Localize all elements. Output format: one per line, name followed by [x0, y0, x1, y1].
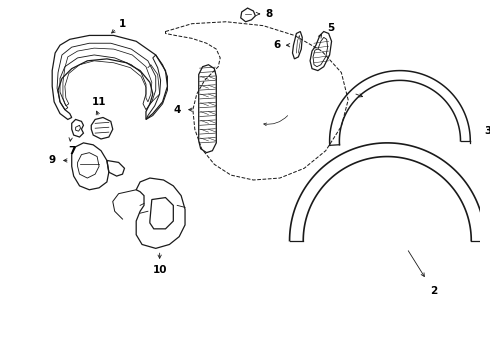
Text: 8: 8 [266, 9, 272, 19]
Text: 2: 2 [431, 286, 438, 296]
Text: 9: 9 [49, 156, 56, 166]
Text: 10: 10 [152, 265, 167, 275]
Text: 3: 3 [484, 126, 490, 136]
Text: 7: 7 [68, 146, 75, 156]
Text: 11: 11 [92, 97, 106, 107]
Text: 6: 6 [273, 40, 280, 50]
Text: 4: 4 [173, 105, 181, 115]
Text: 5: 5 [327, 23, 334, 33]
Text: 1: 1 [119, 19, 126, 29]
